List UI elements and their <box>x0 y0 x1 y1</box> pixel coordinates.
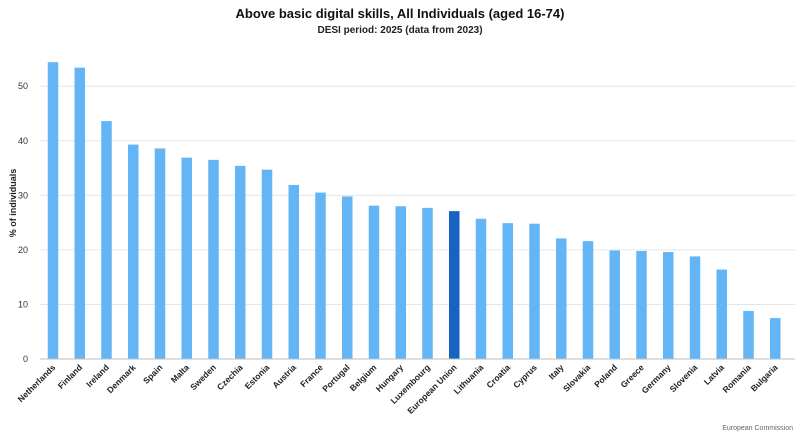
x-tick-label: Malta <box>169 362 192 385</box>
x-tick-label: Sweden <box>188 362 218 392</box>
bar <box>770 318 781 359</box>
x-tick-label: Spain <box>141 362 164 385</box>
x-tick-label: Finland <box>56 362 84 390</box>
x-tick-label: Croatia <box>484 362 512 390</box>
bar <box>582 241 594 359</box>
bars <box>47 62 781 360</box>
bar <box>315 192 326 359</box>
x-tick-label: Netherlands <box>16 362 58 404</box>
bar <box>422 207 433 359</box>
bar <box>716 269 727 359</box>
bar <box>128 144 139 359</box>
x-tick-label: Bulgaria <box>749 362 780 393</box>
x-tick-label: Romania <box>720 362 753 395</box>
x-tick-label: Italy <box>547 362 566 381</box>
x-tick-label: Denmark <box>105 362 138 395</box>
chart-title: Above basic digital skills, All Individu… <box>236 6 565 21</box>
x-tick-label: Poland <box>592 362 619 389</box>
x-tick-label: Slovakia <box>561 362 593 394</box>
bar <box>261 169 273 359</box>
y-axis-ticks: 0 10 20 30 40 50 <box>18 81 28 364</box>
y-axis-label: % of individuals <box>8 169 18 238</box>
bar <box>609 250 620 359</box>
bar <box>449 211 460 359</box>
y-tick-label: 10 <box>18 299 28 309</box>
bar <box>636 250 647 359</box>
credit-text: European Commission <box>722 425 793 432</box>
x-tick-label: Germany <box>640 362 673 395</box>
bar <box>475 218 487 359</box>
bar <box>181 157 192 359</box>
y-tick-label: 40 <box>18 136 28 146</box>
bar <box>689 256 701 359</box>
bar <box>342 196 353 359</box>
x-tick-label: Lithuania <box>452 362 486 396</box>
x-tick-label: Cyprus <box>511 362 539 390</box>
y-tick-label: 20 <box>18 245 28 255</box>
y-tick-label: 50 <box>18 81 28 91</box>
y-tick-label: 30 <box>18 190 28 200</box>
bar <box>663 252 674 359</box>
bar <box>743 310 754 359</box>
bar <box>154 148 166 359</box>
y-tick-label: 0 <box>23 354 28 364</box>
x-tick-label: Czechia <box>215 362 245 392</box>
bar <box>208 159 219 359</box>
bar <box>235 165 246 359</box>
x-tick-label: Estonia <box>243 362 272 391</box>
x-tick-label: Portugal <box>320 362 351 393</box>
x-tick-label: Slovenia <box>668 362 700 394</box>
bar <box>74 67 85 360</box>
bar <box>47 62 59 359</box>
gridlines <box>40 85 795 305</box>
bar <box>502 223 513 359</box>
bar <box>288 184 299 359</box>
bar <box>101 121 112 360</box>
bar <box>368 205 380 359</box>
x-tick-label: Latvia <box>702 362 727 387</box>
chart-subtitle: DESI period: 2025 (data from 2023) <box>317 25 482 36</box>
x-tick-label: Austria <box>270 362 298 390</box>
bar <box>395 206 406 359</box>
bar <box>529 223 540 359</box>
bar <box>556 238 567 359</box>
